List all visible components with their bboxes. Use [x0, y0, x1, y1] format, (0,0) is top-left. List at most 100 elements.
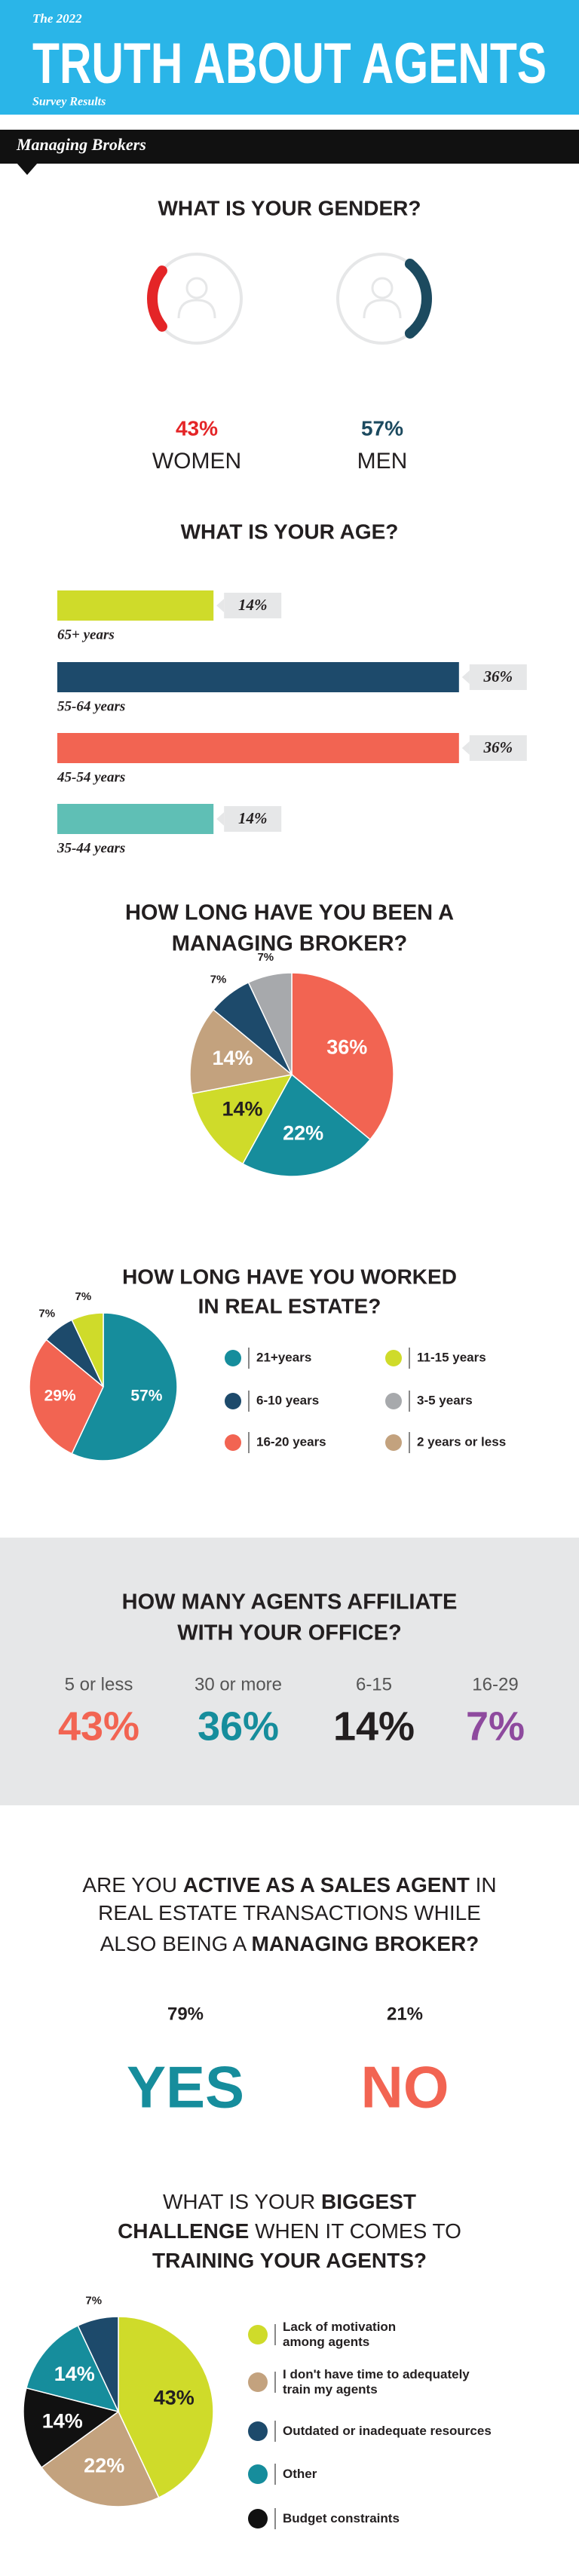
category-label: 35-44 years [57, 840, 125, 856]
pie-slice [118, 2316, 214, 2499]
category-label: WOMEN [152, 449, 241, 474]
chart-title: WHAT IS YOUR BIGGEST [163, 2190, 416, 2213]
chart-title: HOW LONG HAVE YOU BEEN A [125, 901, 454, 925]
category-label: 16-29 [472, 1674, 518, 1694]
legend-swatch [248, 2509, 268, 2528]
chart-title: IN REAL ESTATE? [198, 1294, 381, 1317]
pie-slice [23, 2387, 120, 2469]
gauge-arc [404, 258, 432, 339]
person-body [177, 299, 216, 319]
value-label: 57% [130, 1387, 162, 1404]
value-label: 14% [42, 2409, 83, 2432]
stat-band [0, 1538, 579, 1805]
value-label: 43% [154, 2387, 195, 2409]
label-pointer [461, 670, 470, 684]
value-label: 14% [238, 809, 268, 827]
value-label: 7% [85, 2295, 102, 2308]
bar [57, 733, 459, 763]
legend-swatch [385, 1393, 402, 1409]
value-label: 22% [283, 1122, 323, 1145]
value-label: 21% [387, 2004, 423, 2024]
section-label: Managing Brokers [16, 135, 146, 154]
value-label: 7% [466, 1704, 525, 1749]
legend-label: 2 years or less [417, 1434, 506, 1449]
chart-title: WHAT IS YOUR AGE? [181, 520, 399, 543]
value-label: 14% [222, 1098, 262, 1121]
title-segment: REAL ESTATE TRANSACTIONS WHILE [98, 1901, 481, 1924]
bar [57, 590, 214, 621]
legend-label: 21+years [256, 1350, 311, 1364]
value-label: 57% [361, 416, 403, 440]
title-segment: CHALLENGE [118, 2219, 249, 2243]
legend-label: 16-20 years [256, 1434, 326, 1449]
value-label: 7% [75, 1290, 92, 1303]
value-label: 14% [333, 1704, 415, 1749]
label-box [224, 806, 282, 832]
legend-swatch [225, 1393, 241, 1409]
category-label: MEN [357, 449, 408, 474]
label-box [469, 735, 527, 761]
value-label: 14% [213, 1047, 253, 1069]
value-label: 14% [238, 596, 268, 614]
pie-slice [71, 1312, 178, 1461]
category-label: NO [361, 2054, 449, 2121]
legend-label: Outdated or inadequate resources [283, 2424, 492, 2438]
label-pointer [216, 812, 225, 826]
value-label: 36% [483, 738, 513, 756]
label-box [224, 593, 282, 618]
legend-swatch [248, 2464, 268, 2484]
chart-title: CHALLENGE WHEN IT COMES TO [118, 2219, 461, 2243]
chart-title: WHAT IS YOUR GENDER? [158, 196, 421, 219]
legend-label: Budget constraints [283, 2511, 400, 2525]
legend-label: 3-5 years [417, 1393, 473, 1407]
value-label: 36% [483, 667, 513, 685]
value-label: 36% [198, 1704, 279, 1749]
legend-label: 11-15 years [417, 1350, 486, 1364]
title-segment: WHAT IS YOUR [163, 2190, 321, 2213]
legend-swatch [248, 2421, 268, 2441]
label-pointer [216, 599, 225, 612]
pie-slice [291, 972, 394, 1141]
pie-slice [41, 2410, 160, 2507]
title-segment: WHEN IT COMES TO [249, 2219, 461, 2243]
bar [57, 804, 214, 834]
pie-slice [189, 1008, 293, 1095]
section-band [0, 130, 579, 164]
value-label: 14% [54, 2363, 95, 2385]
title-segment: BIGGEST [321, 2190, 416, 2213]
category-label: 30 or more [195, 1674, 282, 1694]
title-segment: ACTIVE AS A SALES AGENT [183, 1873, 470, 1897]
label-pointer [461, 741, 470, 755]
person-head [371, 277, 394, 299]
legend-label: 6-10 years [256, 1393, 319, 1407]
legend-label: I don't have time to adequately train my… [283, 2367, 470, 2397]
value-label: 43% [176, 416, 218, 440]
value-label: 7% [257, 951, 274, 964]
gauge-arc [147, 265, 167, 332]
header-title: TRUTH ABOUT AGENTS [32, 32, 547, 96]
category-label: 5 or less [65, 1674, 133, 1694]
pie-slice [71, 1312, 104, 1388]
legend-swatch [248, 2372, 268, 2392]
chart-title: MANAGING BROKER? [172, 932, 408, 956]
title-segment: IN [470, 1873, 497, 1897]
title-segment: ALSO BEING A [100, 1932, 252, 1955]
chart-title: HOW MANY AGENTS AFFILIATE [122, 1590, 458, 1615]
title-segment: MANAGING BROKER? [252, 1932, 479, 1955]
legend-swatch [248, 2325, 268, 2344]
category-label: YES [127, 2054, 244, 2121]
value-label: 36% [326, 1036, 367, 1059]
person-head [185, 277, 208, 299]
title-segment: ARE YOU [82, 1873, 182, 1897]
legend-swatch [225, 1434, 241, 1451]
value-label: 22% [84, 2454, 124, 2476]
value-label: 29% [44, 1387, 76, 1404]
label-box [469, 664, 527, 690]
legend-label: Lack of motivation among agents [283, 2320, 397, 2349]
title-segment: TRAINING YOUR AGENTS? [152, 2249, 427, 2272]
section-pointer [17, 163, 38, 175]
legend-label: Other [283, 2467, 317, 2481]
category-label: 65+ years [57, 627, 115, 642]
legend-swatch [225, 1350, 241, 1366]
